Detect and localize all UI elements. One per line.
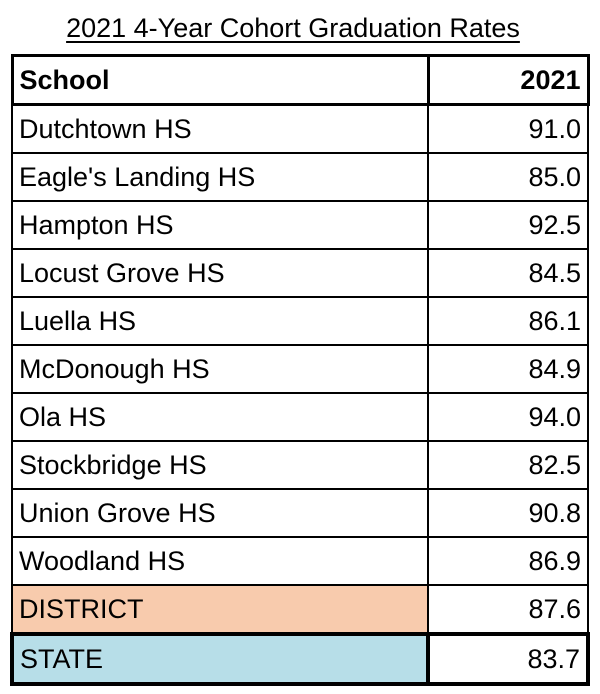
table-row: Woodland HS 86.9 [11, 536, 589, 586]
school-cell: Locust Grove HS [11, 248, 429, 298]
rate-cell: 91.0 [427, 103, 589, 154]
school-cell: Stockbridge HS [11, 440, 429, 490]
rate-cell: 82.5 [427, 440, 589, 490]
rate-cell: 92.5 [427, 200, 589, 250]
school-cell: STATE [10, 632, 430, 686]
rate-cell: 90.8 [427, 488, 589, 538]
rate-cell: 94.0 [427, 392, 589, 442]
table-row: Dutchtown HS 91.0 [11, 103, 589, 154]
rate-cell: 85.0 [427, 152, 589, 202]
school-cell: Hampton HS [11, 200, 429, 250]
school-cell: Woodland HS [11, 536, 429, 586]
rate-cell: 84.9 [427, 344, 589, 394]
school-cell: Union Grove HS [11, 488, 429, 538]
column-header: School [10, 54, 430, 106]
school-cell: Luella HS [11, 296, 429, 346]
table-row: Union Grove HS 90.8 [11, 488, 589, 538]
graduation-table: School 2021 Dutchtown HS 91.0 Eagle's Landin… [10, 54, 590, 686]
rate-cell: 86.9 [427, 536, 589, 586]
table-row: Stockbridge HS 82.5 [11, 440, 589, 490]
table-row: McDonough HS 84.9 [11, 344, 589, 394]
table-row: Ola HS 94.0 [11, 392, 589, 442]
table-row: DISTRICT 87.6 [11, 584, 589, 635]
table-row: Hampton HS 92.5 [11, 200, 589, 250]
rate-cell: 84.5 [427, 248, 589, 298]
table-row: STATE 83.7 [10, 632, 590, 686]
table-row: Eagle's Landing HS 85.0 [11, 152, 589, 202]
rate-cell: 86.1 [427, 296, 589, 346]
school-cell: McDonough HS [11, 344, 429, 394]
rate-cell: 83.7 [426, 632, 590, 686]
table-row: Locust Grove HS 84.5 [11, 248, 589, 298]
column-header: 2021 [426, 54, 590, 106]
school-cell: Ola HS [11, 392, 429, 442]
header-row: School 2021 [10, 54, 590, 106]
table-row: Luella HS 86.1 [11, 296, 589, 346]
rate-cell: 87.6 [427, 584, 589, 635]
school-cell: Eagle's Landing HS [11, 152, 429, 202]
school-cell: Dutchtown HS [11, 103, 429, 154]
title: 2021 4-Year Cohort Graduation Rates [66, 13, 520, 43]
school-cell: DISTRICT [11, 584, 429, 635]
